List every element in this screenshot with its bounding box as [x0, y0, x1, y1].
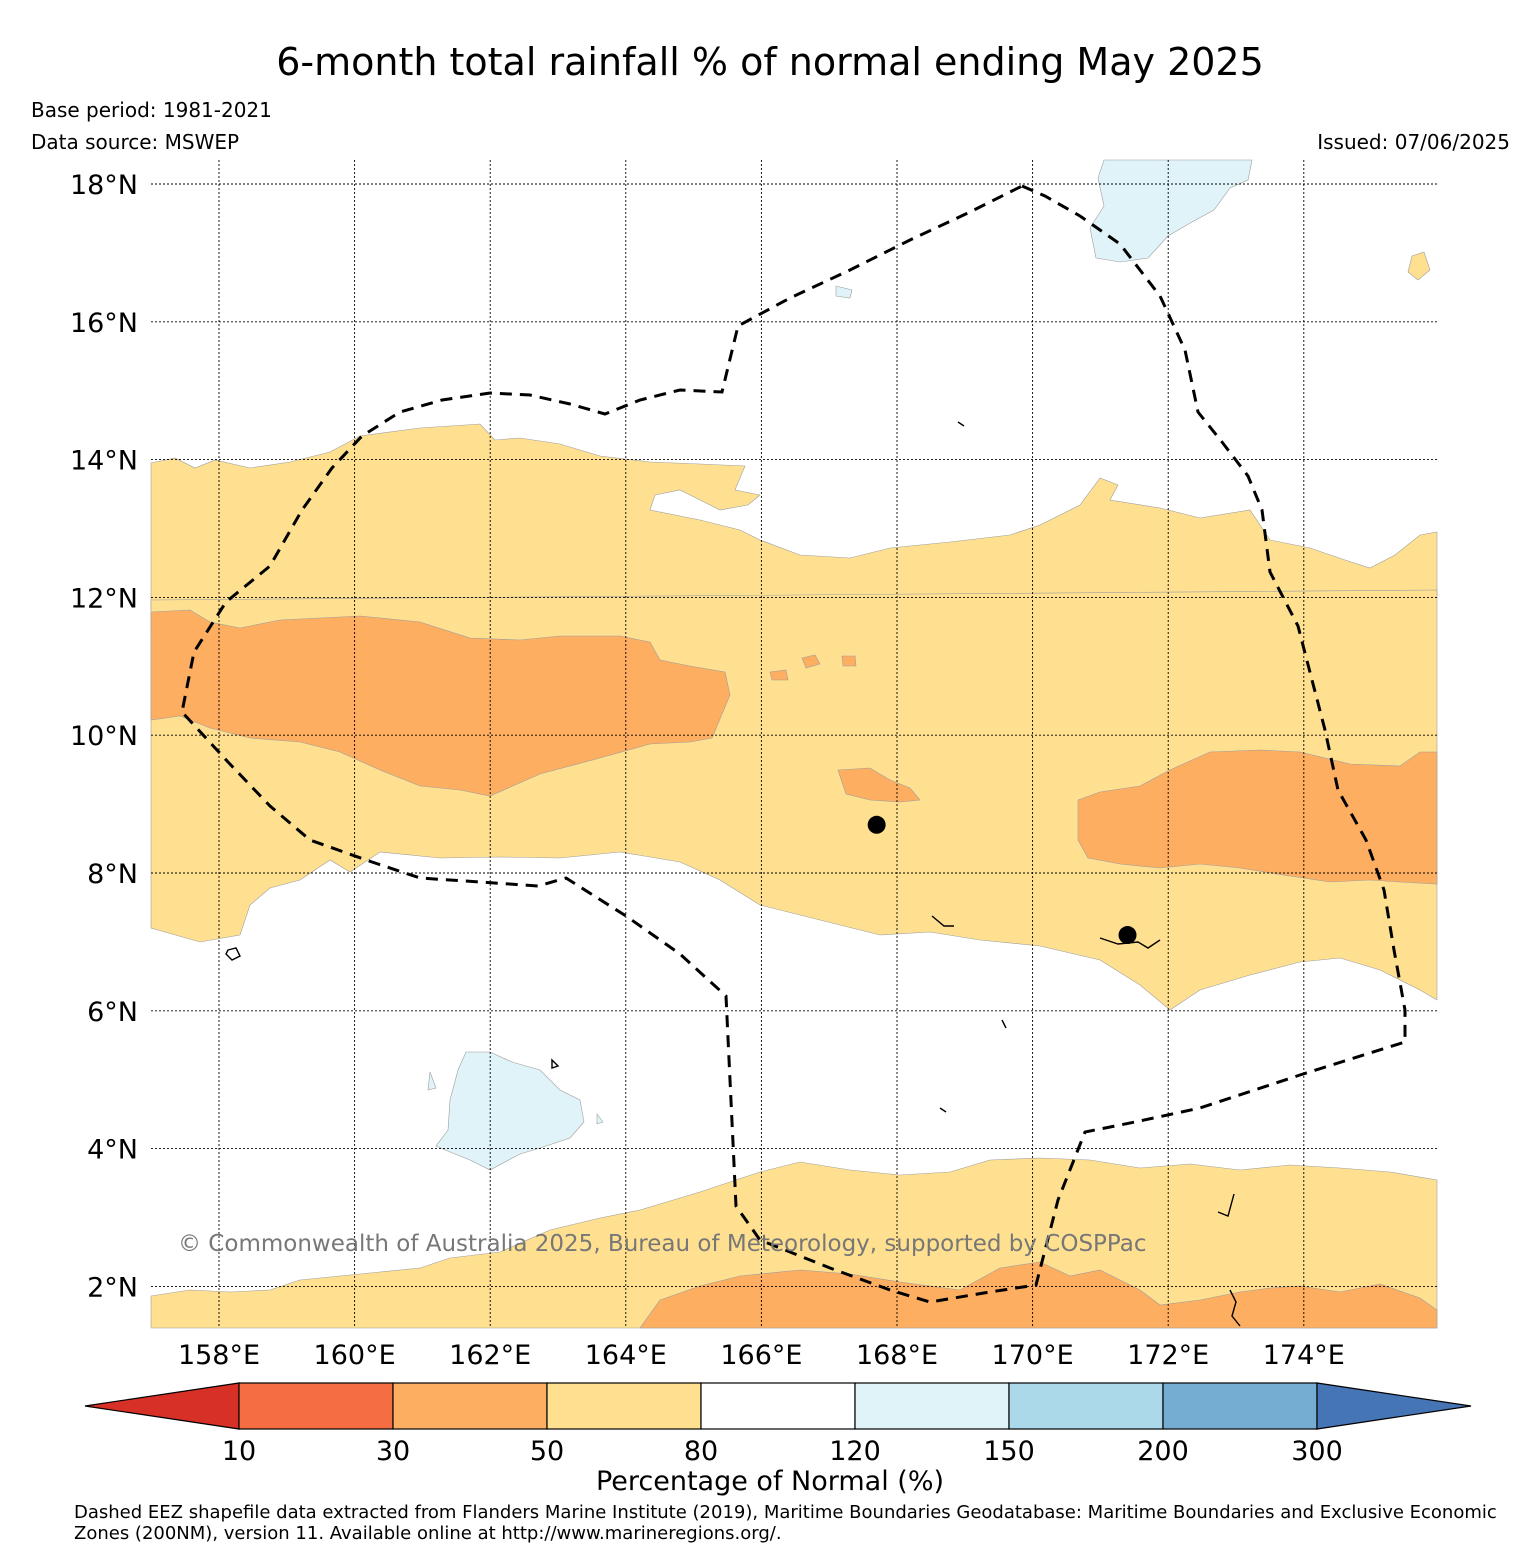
longitude-label: 166°E: [720, 1340, 802, 1371]
band-30-50-dots: [769, 654, 857, 681]
longitude-label: 164°E: [585, 1340, 667, 1371]
station-marker: [1118, 926, 1137, 945]
colorbar-tick-80: 80: [683, 1436, 719, 1467]
data-source: Data source: MSWEP: [31, 130, 240, 154]
eez-boundary: [180, 184, 1407, 1304]
band-30-50-east: [1077, 749, 1438, 885]
colorbar-tick-300: 300: [1291, 1436, 1343, 1467]
station-markers: [867, 815, 1137, 945]
latitude-label: 4°N: [87, 1135, 138, 1166]
map-title: 6-month total rainfall % of normal endin…: [276, 40, 1264, 84]
longitude-label: 160°E: [314, 1340, 396, 1371]
band-120-150-dots: [427, 285, 853, 1125]
latitude-labels: 18°N 16°N 14°N 12°N 10°N 8°N 6°N 4°N 2°N: [70, 170, 138, 1303]
longitude-label: 168°E: [856, 1340, 938, 1371]
graticule: [151, 160, 1437, 1328]
latitude-label: 8°N: [87, 859, 138, 890]
copyright-watermark: © Commonwealth of Australia 2025, Bureau…: [178, 1231, 1147, 1257]
colorbar-tick-120: 120: [829, 1436, 881, 1467]
longitude-labels: 158°E 160°E 162°E 164°E 166°E 168°E 170°E 172°E…: [178, 1340, 1345, 1371]
colorbar-extend-low: [84, 1382, 240, 1430]
latitude-label: 16°N: [70, 308, 138, 339]
colorbar-200-300: [1162, 1382, 1318, 1430]
latitude-label: 18°N: [70, 170, 138, 201]
longitude-label: 158°E: [178, 1340, 260, 1371]
station-marker: [867, 815, 886, 834]
colorbar-10-30: [238, 1382, 394, 1430]
band-120-150-south: [435, 1051, 585, 1171]
footnote: Dashed EEZ shapefile data extracted from…: [74, 1502, 1497, 1544]
band-50-80-north: [150, 423, 1438, 611]
colorbar-120-150: [854, 1382, 1010, 1430]
coastline-fragments: [225, 421, 1241, 1327]
colorbar-tick-50: 50: [529, 1436, 565, 1467]
colorbar-80-120: [700, 1382, 856, 1430]
colorbar-title: Percentage of Normal (%): [595, 1466, 945, 1497]
band-50-80-dot: [1407, 251, 1431, 281]
colorbar-tick-30: 30: [375, 1436, 411, 1467]
longitude-label: 174°E: [1263, 1340, 1345, 1371]
band-30-50-small: [837, 767, 921, 803]
latitude-label: 12°N: [70, 583, 138, 614]
band-120-150-north: [1089, 159, 1253, 263]
colorbar-extend-high: [1316, 1382, 1472, 1430]
band-30-50-west: [150, 609, 731, 797]
colorbar-tick-200: 200: [1137, 1436, 1189, 1467]
colorbar-50-80: [546, 1382, 702, 1430]
colorbar-tick-10: 10: [221, 1436, 257, 1467]
latitude-label: 6°N: [87, 997, 138, 1028]
colorbar-150-200: [1008, 1382, 1164, 1430]
latitude-label: 14°N: [70, 446, 138, 477]
latitude-label: 2°N: [87, 1272, 138, 1303]
base-period: Base period: 1981-2021: [31, 98, 272, 122]
colorbar: [84, 1382, 1472, 1430]
longitude-label: 170°E: [992, 1340, 1074, 1371]
colorbar-30-50: [392, 1382, 548, 1430]
latitude-label: 10°N: [70, 721, 138, 752]
colorbar-tick-150: 150: [983, 1436, 1035, 1467]
longitude-label: 162°E: [449, 1340, 531, 1371]
issued-date: Issued: 07/06/2025: [1317, 130, 1510, 154]
map-panel: © Commonwealth of Australia 2025, Bureau…: [70, 159, 1438, 1371]
longitude-label: 172°E: [1127, 1340, 1209, 1371]
